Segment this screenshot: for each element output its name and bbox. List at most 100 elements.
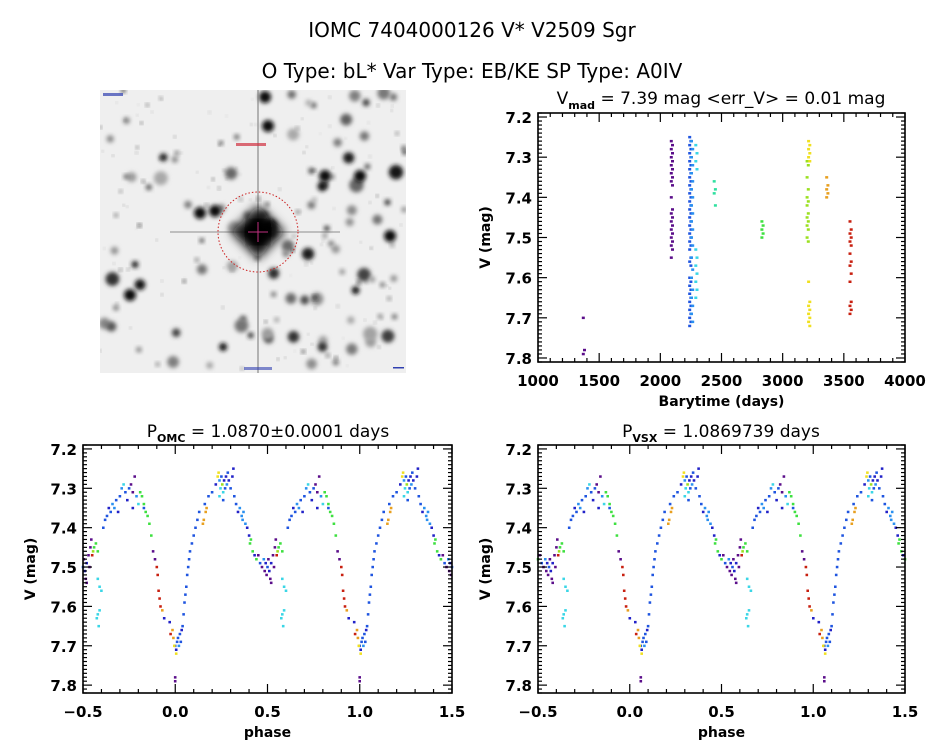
field-star xyxy=(342,337,345,340)
data-point xyxy=(653,558,656,561)
field-star xyxy=(274,317,280,323)
y-tick-label: 7.2 xyxy=(505,441,532,459)
title-symbol: P xyxy=(147,422,157,442)
data-point xyxy=(656,542,659,545)
data-point xyxy=(694,160,698,163)
x-tick-label: 1.5 xyxy=(892,703,919,721)
data-point xyxy=(342,597,346,600)
data-point xyxy=(168,620,171,624)
data-point xyxy=(836,558,840,561)
data-point xyxy=(652,565,655,569)
field-star xyxy=(301,210,303,213)
data-point xyxy=(645,640,648,644)
data-point xyxy=(683,479,687,482)
data-point xyxy=(549,569,553,573)
data-point xyxy=(96,613,100,616)
title-symbol: V xyxy=(557,89,569,109)
data-point xyxy=(808,316,812,320)
data-point xyxy=(221,491,225,494)
data-point xyxy=(378,526,382,529)
data-point xyxy=(210,491,214,494)
data-point xyxy=(805,160,809,163)
field-star xyxy=(331,244,340,254)
data-point xyxy=(874,483,877,486)
data-point xyxy=(368,593,372,596)
data-point xyxy=(412,479,415,482)
field-star xyxy=(113,304,119,311)
data-point xyxy=(138,491,142,494)
field-star xyxy=(126,172,137,183)
data-point xyxy=(688,240,692,243)
data-point xyxy=(647,613,651,616)
field-star xyxy=(218,141,223,146)
data-point xyxy=(301,510,304,514)
y-tick-label: 7.7 xyxy=(505,638,532,656)
data-point xyxy=(181,624,184,628)
data-point xyxy=(98,609,101,612)
x-tick-label: 0.0 xyxy=(162,703,189,721)
field-star xyxy=(390,242,395,248)
data-point xyxy=(386,522,389,525)
data-point xyxy=(217,471,220,474)
field-star xyxy=(114,213,118,218)
data-point xyxy=(799,534,802,537)
data-point xyxy=(613,522,617,525)
data-point xyxy=(626,609,630,612)
field-star xyxy=(333,138,342,147)
data-point xyxy=(563,624,566,628)
data-point xyxy=(401,471,405,474)
y-axis-label: V (mag) xyxy=(478,538,494,601)
data-point xyxy=(557,550,561,553)
data-points xyxy=(581,135,853,356)
data-point xyxy=(835,565,839,569)
y-tick-label: 7.8 xyxy=(505,677,532,695)
data-point xyxy=(807,597,810,600)
field-star xyxy=(402,149,406,155)
field-star xyxy=(224,167,238,180)
data-point xyxy=(728,569,732,573)
data-point xyxy=(875,471,878,474)
field-star xyxy=(319,132,322,135)
field-star xyxy=(340,113,353,126)
data-point xyxy=(834,585,837,588)
data-point xyxy=(806,212,810,215)
data-point xyxy=(363,632,366,636)
field-star xyxy=(209,205,221,217)
data-point xyxy=(173,680,177,683)
data-point xyxy=(691,180,695,183)
data-point xyxy=(222,479,226,482)
data-point xyxy=(676,491,679,494)
field-star xyxy=(218,144,221,147)
y-axis-label: V (mag) xyxy=(478,206,494,269)
data-point xyxy=(641,640,644,644)
field-star xyxy=(354,170,366,182)
data-point xyxy=(103,518,107,522)
data-point xyxy=(671,224,674,227)
data-point xyxy=(593,487,597,490)
data-point xyxy=(688,135,692,139)
data-point xyxy=(441,554,445,557)
data-point xyxy=(878,487,881,490)
field-star xyxy=(183,277,186,279)
data-point xyxy=(327,502,330,506)
data-point xyxy=(867,479,870,482)
data-point xyxy=(689,288,693,291)
data-point xyxy=(805,196,809,199)
data-point xyxy=(868,475,872,478)
field-star xyxy=(239,173,242,176)
data-point xyxy=(637,636,641,640)
data-point xyxy=(232,467,235,470)
data-point xyxy=(564,585,567,588)
field-star xyxy=(372,214,383,225)
data-point xyxy=(690,139,693,143)
x-tick-label: 1000 xyxy=(517,372,559,390)
field-star xyxy=(282,250,290,258)
data-point xyxy=(174,652,178,655)
field-star xyxy=(311,343,313,345)
data-point xyxy=(220,475,223,478)
field-star xyxy=(221,306,224,309)
data-point xyxy=(340,573,344,577)
data-point xyxy=(92,546,96,549)
field-star xyxy=(238,197,243,202)
data-point xyxy=(94,542,98,545)
